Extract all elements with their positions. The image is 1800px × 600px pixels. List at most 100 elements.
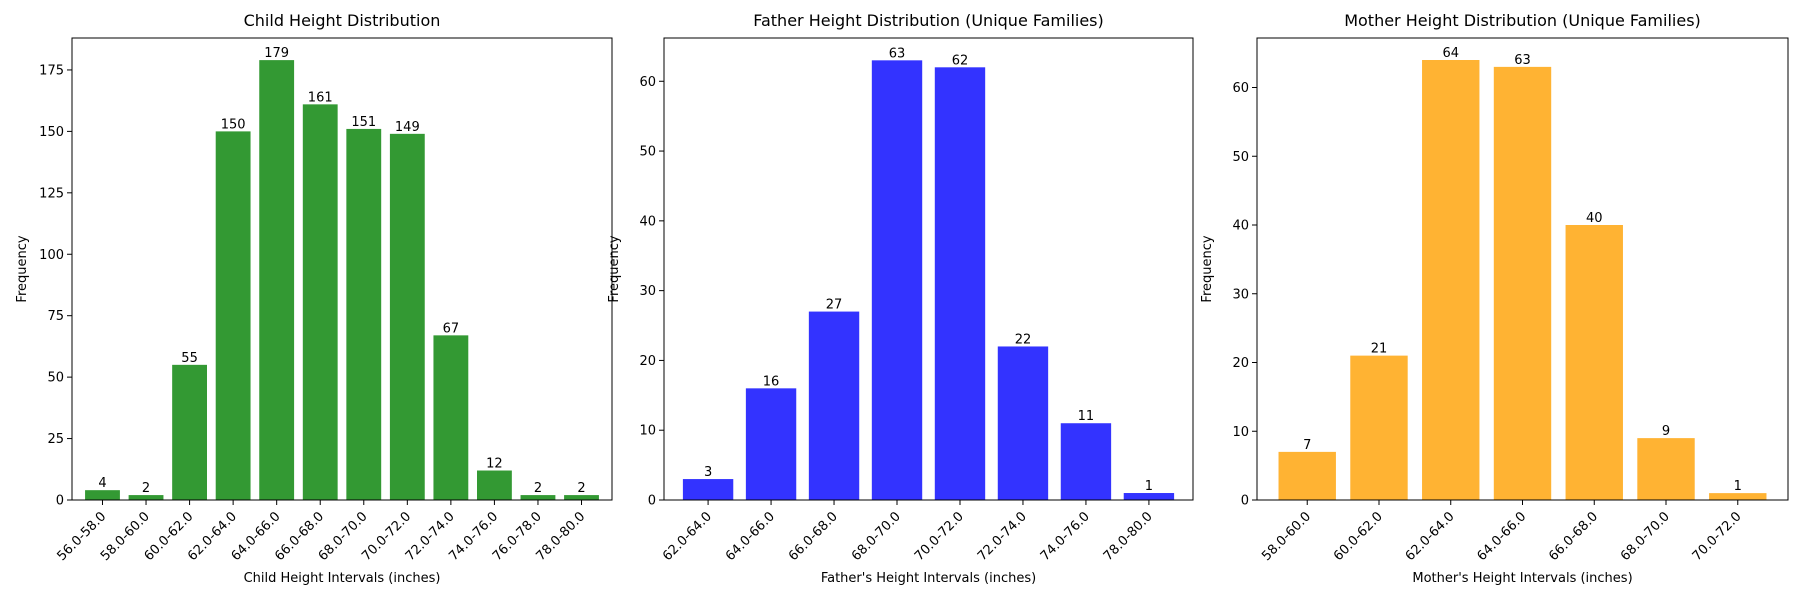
y-tick-label: 60 [639,75,656,90]
bar [1565,225,1623,500]
y-tick-label: 150 [39,125,64,140]
y-tick-label: 0 [56,494,64,509]
bar-value-label: 11 [1078,409,1095,424]
bar [997,346,1049,500]
chart-title: Mother Height Distribution (Unique Famil… [1344,11,1701,30]
bar-value-label: 2 [142,481,150,496]
x-tick-label: 70.0-72.0 [912,509,967,564]
bar-value-label: 161 [308,90,333,105]
bar-value-label: 149 [395,120,420,135]
bar [520,495,556,500]
x-tick-label: 60.0-62.0 [1331,509,1386,564]
bar-value-label: 151 [351,115,376,130]
bar [433,335,469,500]
bar-value-label: 179 [264,46,289,61]
bar-value-label: 63 [1514,53,1531,68]
bar-value-label: 12 [486,457,503,472]
x-tick-label: 58.0-60.0 [1259,509,1314,564]
bar [1123,493,1175,500]
axes-frame [71,37,613,501]
bar-value-label: 22 [1015,332,1032,347]
bar-value-label: 150 [221,117,246,132]
x-tick-label: 64.0-66.0 [723,509,778,564]
y-tick-label: 50 [639,145,656,160]
y-tick-label: 40 [1232,219,1249,234]
bar [259,60,295,501]
x-tick-label: 66.0-68.0 [1546,509,1601,564]
y-axis-label: Frequency [607,235,622,302]
y-tick-label: 20 [1232,356,1249,371]
bar-value-label: 62 [952,53,969,68]
y-tick-label: 125 [39,186,64,201]
y-tick-label: 50 [1232,150,1249,165]
x-tick-label: 66.0-68.0 [786,509,841,564]
bar-value-label: 67 [443,321,460,336]
y-tick-label: 10 [639,424,656,439]
y-axis-label: Frequency [1200,235,1215,302]
bar [1637,438,1695,500]
bar [1278,451,1336,500]
y-tick-label: 40 [639,214,656,229]
bar [745,388,797,500]
y-tick-label: 50 [47,371,64,386]
child-height-chart: Child Height Distribution Frequency Chil… [15,11,613,586]
y-tick-label: 10 [1232,425,1249,440]
chart-title: Father Height Distribution (Unique Famil… [753,11,1104,30]
bar [477,470,512,500]
y-tick-label: 20 [639,354,656,369]
mother-height-chart: Mother Height Distribution (Unique Famil… [1200,11,1789,586]
bar [215,131,251,500]
bar [1422,60,1480,500]
bar [302,104,338,500]
x-axis-label: Mother's Height Intervals (inches) [1412,571,1632,586]
bar-value-label: 2 [577,481,585,496]
bar-value-label: 9 [1662,424,1670,439]
x-tick-label: 62.0-64.0 [1403,509,1458,564]
bar-value-label: 1 [1734,479,1742,494]
bar [871,60,923,500]
axes-frame [663,37,1194,501]
x-tick-label: 68.0-70.0 [849,509,904,564]
bar [172,364,207,500]
y-tick-label: 0 [648,494,656,509]
bar [85,490,120,500]
x-tick-label: 64.0-66.0 [1474,509,1529,564]
bar-value-label: 27 [826,298,843,313]
bar-value-label: 21 [1371,342,1388,357]
chart-title: Child Height Distribution [244,11,441,30]
bar [1060,423,1112,500]
x-axis-label: Father's Height Intervals (inches) [821,571,1036,586]
x-tick-label: 68.0-70.0 [1618,509,1673,564]
x-tick-label: 70.0-72.0 [1690,509,1745,564]
bar [564,495,599,500]
bar-value-label: 7 [1303,438,1311,453]
bar-value-label: 64 [1442,46,1459,61]
bar-value-label: 2 [534,481,542,496]
bar [1709,493,1767,500]
bar [682,479,734,500]
bar-value-label: 63 [889,46,906,61]
bar-value-label: 1 [1145,479,1153,494]
bar [346,128,382,500]
y-tick-label: 30 [1232,287,1249,302]
bar [934,67,986,500]
y-axis-label: Frequency [15,235,30,302]
y-tick-label: 25 [47,432,64,447]
x-tick-label: 74.0-76.0 [1038,509,1093,564]
y-tick-label: 75 [47,309,64,324]
x-tick-label: 78.0-80.0 [1101,509,1156,564]
x-tick-label: 62.0-64.0 [660,509,715,564]
y-tick-label: 30 [639,284,656,299]
bar [1493,66,1552,500]
bar-value-label: 4 [98,476,106,491]
bar [389,133,425,500]
x-axis-label: Child Height Intervals (inches) [244,571,441,586]
bar-value-label: 16 [763,374,780,389]
father-height-chart: Father Height Distribution (Unique Famil… [607,11,1194,586]
bar [128,495,164,500]
bar-value-label: 55 [181,351,198,366]
x-tick-label: 72.0-74.0 [975,509,1030,564]
y-tick-label: 100 [39,248,64,263]
y-tick-label: 0 [1241,494,1249,509]
